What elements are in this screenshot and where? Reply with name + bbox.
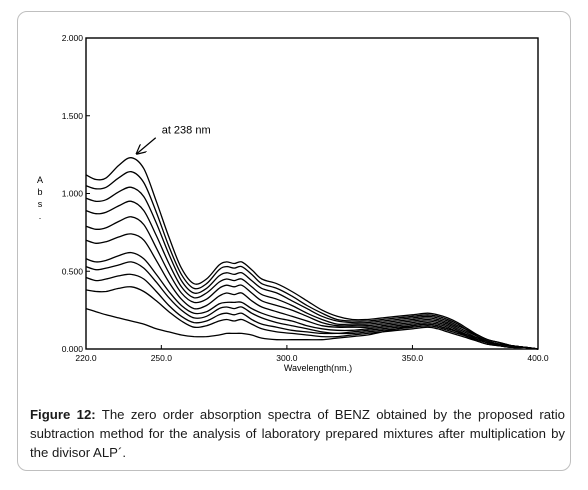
y-label-char: . (39, 211, 42, 221)
y-tick-label: 2.000 (62, 33, 84, 43)
y-label-char: s (38, 199, 43, 209)
spectrum-line-3 (85, 186, 539, 350)
x-axis-label: Wavelength(nm.) (284, 363, 352, 373)
x-tick-label: 220.0 (75, 353, 97, 363)
spectra-chart: 0.000 0.500 1.000 1.500 2.000 220.0 250.0 300.… (37, 33, 549, 373)
y-tick-label: 1.000 (62, 189, 84, 199)
caption-text: The zero order absorption spectra of BEN… (30, 407, 565, 460)
spectrum-line-1 (85, 157, 539, 350)
y-axis-ticks: 0.000 0.500 1.000 1.500 2.000 (62, 33, 90, 354)
caption-label: Figure 12: (30, 407, 96, 422)
y-label-char: b (37, 187, 42, 197)
annotation-label: at 238 nm (162, 125, 211, 137)
x-tick-label: 350.0 (402, 353, 424, 363)
y-tick-label: 0.000 (62, 344, 84, 354)
y-tick-label: 0.500 (62, 266, 84, 276)
spectrum-line-4 (85, 200, 539, 350)
x-tick-label: 400.0 (527, 353, 549, 363)
y-tick-label: 1.500 (62, 111, 84, 121)
spectrum-line-5 (85, 216, 539, 350)
figure-caption: Figure 12: The zero order absorption spe… (30, 405, 565, 462)
annotation-arrow (137, 137, 157, 154)
y-axis-label: Abs. (37, 175, 43, 221)
x-axis-ticks: 220.0 250.0 300.0 350.0 400.0 (75, 345, 549, 363)
spectra-lines (85, 157, 539, 350)
spectrum-line-10 (85, 286, 539, 350)
spectrum-line-7 (85, 251, 539, 350)
y-label-char: A (37, 175, 43, 185)
x-tick-label: 250.0 (151, 353, 173, 363)
x-tick-label: 300.0 (276, 353, 298, 363)
spectrum-line-11 (85, 307, 539, 350)
